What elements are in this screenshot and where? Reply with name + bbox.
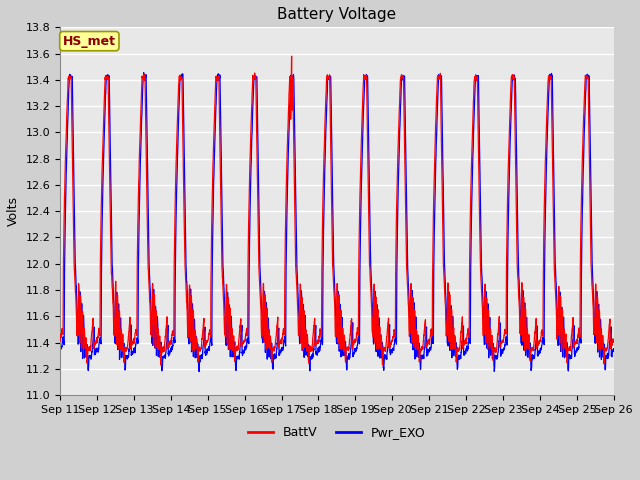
- Y-axis label: Volts: Volts: [7, 196, 20, 226]
- Legend: BattV, Pwr_EXO: BattV, Pwr_EXO: [243, 421, 431, 444]
- Text: HS_met: HS_met: [63, 35, 116, 48]
- Title: Battery Voltage: Battery Voltage: [277, 7, 397, 22]
